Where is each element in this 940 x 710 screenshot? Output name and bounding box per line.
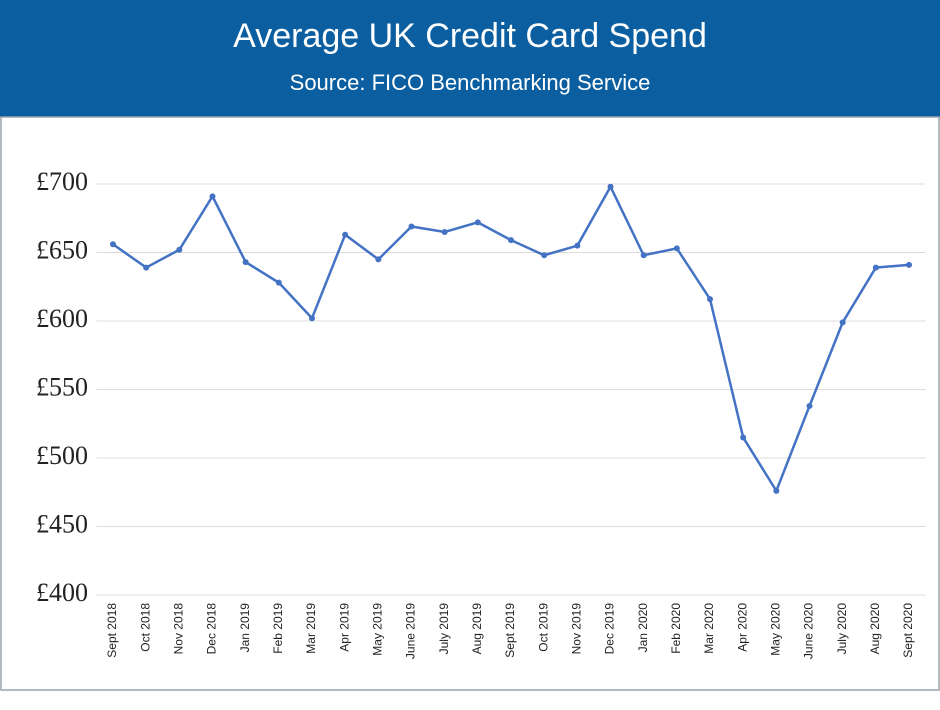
- y-tick-label: £600: [36, 304, 88, 333]
- x-tick-label: Apr 2019: [337, 603, 351, 652]
- chart-title: Average UK Credit Card Spend: [233, 17, 707, 55]
- point: [839, 319, 846, 326]
- x-tick-label: Feb 2020: [669, 603, 683, 654]
- x-tick-label: May 2020: [769, 603, 783, 656]
- x-tick-label: Jan 2020: [636, 603, 650, 653]
- point: [640, 252, 647, 259]
- chart-subtitle: Source: FICO Benchmarking Service: [290, 70, 651, 95]
- point: [574, 242, 581, 249]
- x-tick-label: Oct 2019: [536, 603, 550, 652]
- x-tick-label: Oct 2018: [138, 603, 152, 652]
- point: [474, 219, 481, 226]
- point: [707, 296, 714, 303]
- point: [109, 241, 116, 248]
- point: [275, 279, 282, 286]
- x-tick-label: June 2020: [802, 603, 816, 659]
- x-tick-label: Sept 2018: [105, 603, 119, 658]
- x-tick-label: May 2019: [370, 603, 384, 656]
- point: [508, 237, 514, 244]
- x-tick-label: Feb 2019: [271, 603, 285, 654]
- x-tick-label: Dec 2018: [205, 603, 219, 655]
- y-tick-label: £400: [36, 578, 88, 607]
- point: [308, 315, 315, 322]
- x-tick-label: Sept 2019: [503, 603, 517, 658]
- point: [375, 256, 382, 263]
- x-tick-label: June 2019: [404, 603, 418, 659]
- point: [906, 261, 913, 268]
- point: [607, 183, 614, 190]
- y-tick-label: £500: [36, 441, 88, 470]
- point: [806, 402, 813, 409]
- x-tick-label: Aug 2020: [868, 603, 882, 655]
- point: [242, 259, 249, 266]
- point: [209, 193, 216, 200]
- point: [441, 228, 448, 235]
- y-tick-label: £650: [36, 235, 88, 264]
- point: [143, 264, 150, 271]
- point: [541, 252, 548, 259]
- x-tick-label: Nov 2019: [570, 603, 584, 655]
- y-tick-label: £450: [36, 509, 88, 538]
- point: [408, 223, 415, 230]
- point: [773, 487, 780, 494]
- point: [342, 231, 349, 238]
- x-tick-label: Nov 2018: [171, 603, 185, 655]
- point: [673, 245, 680, 252]
- x-tick-label: Mar 2019: [304, 603, 318, 654]
- x-tick-label: July 2020: [835, 603, 849, 655]
- header-band: [0, 0, 940, 117]
- x-tick-label: Jan 2019: [238, 603, 252, 653]
- x-tick-label: Apr 2020: [735, 603, 749, 652]
- point: [740, 434, 747, 441]
- x-tick-label: Aug 2019: [470, 603, 484, 655]
- x-tick-label: Dec 2019: [603, 603, 617, 655]
- point: [176, 246, 183, 253]
- x-tick-label: Sept 2020: [901, 603, 915, 658]
- y-tick-label: £700: [36, 167, 88, 196]
- x-tick-label: July 2019: [437, 603, 451, 655]
- x-tick-label: Mar 2020: [702, 603, 716, 654]
- y-tick-label: £550: [36, 372, 88, 401]
- point: [872, 264, 879, 271]
